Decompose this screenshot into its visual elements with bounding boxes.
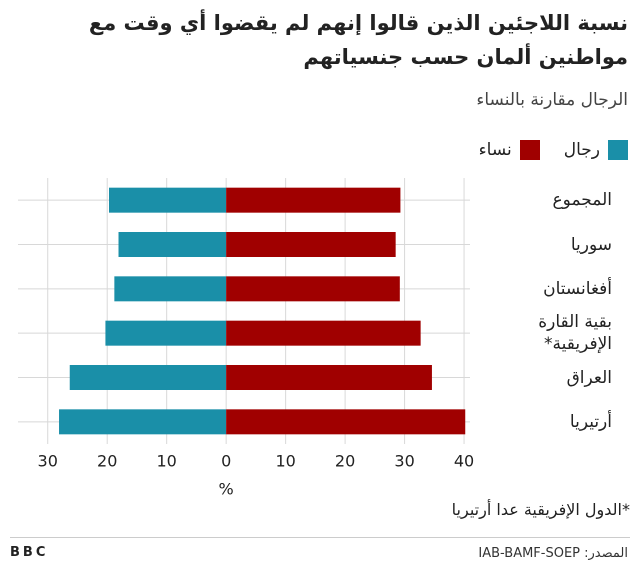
x-tick-label: 0: [221, 452, 231, 471]
bar: [108, 187, 227, 213]
y-tick-label: سوريا: [570, 234, 612, 255]
y-tick-label: أرتيريا: [569, 411, 612, 432]
legend: رجال نساء: [479, 140, 628, 160]
x-tick-label: 30: [38, 452, 58, 471]
x-tick-label: 30: [394, 452, 414, 471]
logo: BBC: [10, 545, 49, 560]
chart-subtitle: الرجال مقارنة بالنساء: [476, 90, 628, 110]
bar: [59, 409, 227, 435]
legend-label: رجال: [563, 140, 600, 160]
x-axis-label: %: [219, 480, 234, 499]
x-tick-label: 20: [97, 452, 117, 471]
bar: [114, 276, 227, 302]
bar: [226, 276, 400, 302]
source: المصدر: IAB-BAMF-SOEP: [478, 546, 628, 561]
bar: [105, 320, 227, 346]
x-tick-label: 40: [454, 452, 474, 471]
legend-item: رجال: [564, 140, 628, 160]
bar: [226, 187, 401, 213]
bar: [69, 365, 227, 390]
legend-swatch: [608, 140, 628, 160]
bar: [118, 232, 227, 257]
bar: [226, 232, 396, 257]
y-tick-label: بقية القارة الإفريقية*: [538, 312, 612, 355]
x-tick-label: 10: [275, 452, 295, 471]
legend-label: نساء: [478, 140, 512, 160]
legend-swatch: [519, 140, 540, 160]
bar: [226, 320, 421, 346]
y-tick-label: المجموع: [552, 190, 612, 211]
bar: [226, 365, 432, 390]
x-tick-label: 10: [157, 452, 177, 471]
divider: [10, 537, 630, 538]
note: *الدول الإفريقية عدا أرتيريا: [451, 500, 630, 519]
bar: [226, 409, 466, 435]
legend-item: نساء: [479, 140, 540, 160]
x-tick-label: 20: [335, 452, 355, 471]
chart-title: نسبة اللاجئين الذين قالوا إنهم لم يقضوا …: [88, 11, 628, 69]
y-tick-label: أفغانستان: [543, 278, 612, 299]
y-tick-label: العراق: [566, 367, 612, 388]
